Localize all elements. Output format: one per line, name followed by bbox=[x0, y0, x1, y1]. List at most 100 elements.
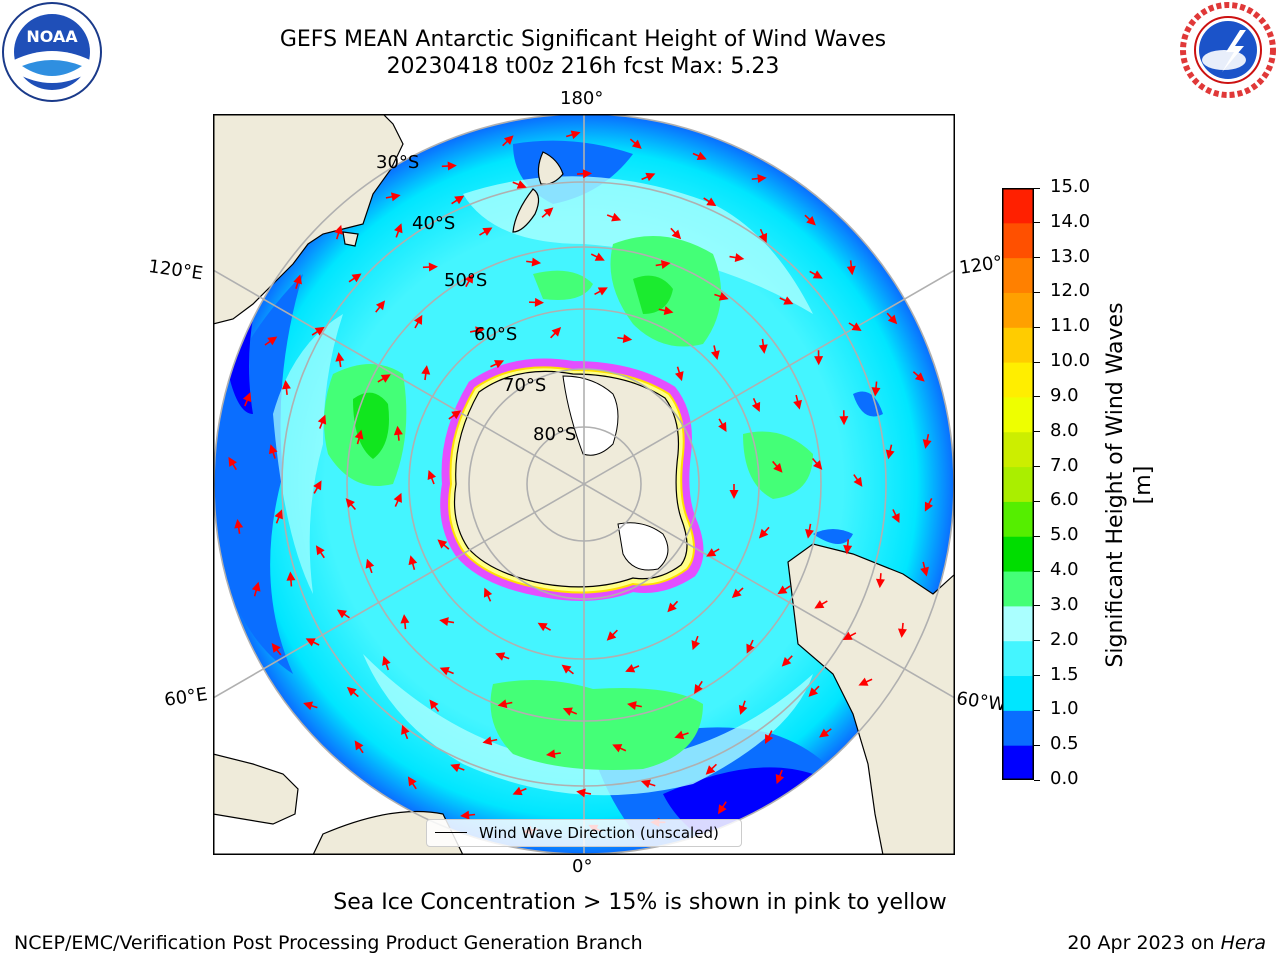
wave-arrow-head bbox=[842, 631, 853, 640]
colorbar-tick-mark bbox=[1034, 396, 1040, 398]
colorbar-tick-mark bbox=[1034, 675, 1040, 677]
colorbar-tick-label: 1.0 bbox=[1050, 698, 1079, 720]
wave-arrow-head bbox=[718, 421, 727, 432]
colorbar-segment bbox=[1002, 188, 1034, 224]
wave-arrow-head bbox=[483, 587, 493, 598]
wave-arrow-head bbox=[281, 379, 291, 390]
footer-date-text: 20 Apr 2023 on bbox=[1067, 932, 1221, 954]
colorbar-tick-mark bbox=[1034, 709, 1040, 711]
wave-arrow-head bbox=[819, 728, 830, 738]
wave-arrow-head bbox=[336, 609, 347, 619]
wave-arrow-head bbox=[839, 416, 849, 426]
colorbar-tick-mark bbox=[1034, 779, 1040, 781]
wave-arrow-head bbox=[228, 456, 237, 467]
wave-arrow-head bbox=[401, 724, 410, 735]
wave-arrow-head bbox=[267, 336, 278, 346]
wave-arrow-head bbox=[783, 296, 794, 305]
lat-label-30s: 30°S bbox=[376, 152, 420, 173]
wave-arrow-head bbox=[858, 677, 869, 686]
wave-arrow-head bbox=[534, 297, 545, 307]
wave-arrow-head bbox=[274, 509, 283, 520]
colorbar-tick-label: 0.5 bbox=[1050, 733, 1079, 755]
wave-arrow-head bbox=[611, 212, 622, 222]
colorbar-tick-mark bbox=[1034, 361, 1040, 363]
footer-date: 20 Apr 2023 on Hera bbox=[1067, 932, 1266, 954]
wave-arrow-head bbox=[497, 699, 508, 709]
wave-arrow-head bbox=[781, 657, 792, 667]
wave-arrow-head bbox=[390, 192, 401, 202]
wave-arrow-head bbox=[773, 462, 783, 473]
colorbar-segment bbox=[1002, 710, 1034, 746]
wave-arrow-head bbox=[853, 476, 863, 487]
wave-arrow-head bbox=[765, 733, 774, 745]
colorbar-tick-label: 9.0 bbox=[1050, 384, 1079, 406]
wave-arrow-head bbox=[475, 326, 485, 336]
wave-arrow-head bbox=[482, 227, 493, 236]
wind-wave-arrows bbox=[228, 130, 933, 835]
colorbar-segment bbox=[1002, 640, 1034, 677]
wave-arrow-head bbox=[414, 314, 423, 325]
wave-arrow-head bbox=[920, 566, 929, 577]
wave-arrow-head bbox=[645, 172, 656, 182]
colorbar-tick-label: 14.0 bbox=[1050, 210, 1091, 232]
colorbar-tick-mark bbox=[1034, 744, 1040, 746]
wave-arrow-head bbox=[537, 622, 548, 632]
wave-arrow-head bbox=[696, 151, 707, 160]
colorbar-tick-mark bbox=[1034, 500, 1040, 502]
wave-arrow-head bbox=[805, 529, 814, 539]
wave-arrow-head bbox=[813, 460, 823, 470]
wave-arrow-head bbox=[843, 544, 853, 555]
wave-arrow-head bbox=[622, 334, 633, 344]
legend-label: Wind Wave Direction (unscaled) bbox=[479, 824, 719, 842]
wave-arrow-head bbox=[570, 130, 581, 140]
wave-arrow-head bbox=[631, 139, 642, 149]
colorbar-segment bbox=[1002, 571, 1034, 607]
wave-arrow-head bbox=[345, 498, 355, 508]
wave-arrow-head bbox=[303, 701, 314, 711]
colorbar-segment bbox=[1002, 745, 1034, 781]
wave-arrow-head bbox=[317, 414, 327, 425]
wave-arrow-head bbox=[706, 548, 717, 557]
colorbar-segment bbox=[1002, 675, 1034, 711]
colorbar-tick-mark bbox=[1034, 187, 1040, 189]
colorbar-tick-label: 12.0 bbox=[1050, 280, 1091, 302]
colorbar-tick-mark bbox=[1034, 570, 1040, 572]
wave-arrow-head bbox=[806, 216, 816, 226]
map-frame bbox=[213, 114, 955, 855]
wave-arrow-head bbox=[439, 667, 450, 676]
wave-arrow-head bbox=[793, 399, 802, 410]
wave-arrow-head bbox=[286, 571, 296, 581]
wave-arrow-head bbox=[924, 501, 933, 512]
chart-title: GEFS MEAN Antarctic Significant Height o… bbox=[279, 27, 887, 52]
colorbar-tick-mark bbox=[1034, 535, 1040, 537]
wave-arrow-head bbox=[663, 306, 674, 315]
noaa-logo-text: NOAA bbox=[26, 27, 78, 46]
wave-arrow-head bbox=[667, 602, 677, 613]
map-panel bbox=[213, 114, 955, 855]
wave-arrow-head bbox=[346, 686, 357, 697]
footer-credit: NCEP/EMC/Verification Post Processing Pr… bbox=[14, 932, 643, 954]
lat-label-80s: 80°S bbox=[533, 424, 577, 445]
wave-arrow-head bbox=[885, 449, 895, 460]
colorbar-ticks: 0.0 0.5 1.0 1.5 2.0 3.0 4.0 5.0 6.0 7.0 8.0 9.0 10.0… bbox=[1034, 176, 1114, 790]
wave-arrow-head bbox=[313, 480, 322, 491]
wave-arrow-head bbox=[758, 232, 768, 243]
colorbar-segment bbox=[1002, 466, 1034, 502]
wave-arrow-head bbox=[757, 174, 767, 184]
wave-arrow-head bbox=[271, 643, 281, 653]
colorbar-tick-label: 3.0 bbox=[1050, 593, 1079, 615]
wave-arrow-head bbox=[706, 197, 717, 207]
wave-arrow-head bbox=[335, 352, 345, 362]
wave-arrow-head bbox=[454, 195, 465, 205]
wave-arrow-head bbox=[674, 371, 684, 382]
wave-arrow-head bbox=[691, 640, 700, 651]
wave-arrow-head bbox=[887, 314, 898, 325]
wave-arrow-head bbox=[734, 253, 745, 262]
colorbar-tick-mark bbox=[1034, 257, 1040, 259]
colorbar-segment bbox=[1002, 362, 1034, 398]
wave-arrow-head bbox=[305, 638, 316, 647]
footer-machine: Hera bbox=[1220, 932, 1266, 954]
chart-subtitle: 20230418 t00z 216h fcst Max: 5.23 bbox=[386, 54, 780, 79]
wave-arrow-head bbox=[460, 810, 470, 820]
wave-arrow-head bbox=[814, 600, 825, 609]
